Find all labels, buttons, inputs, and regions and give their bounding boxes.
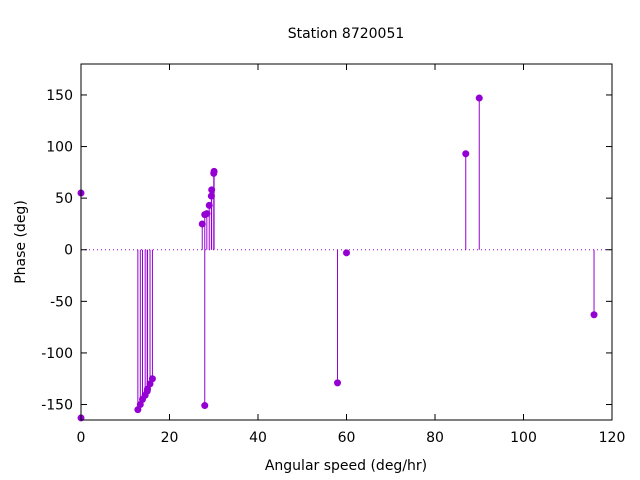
x-tick-label-6: 120 bbox=[599, 430, 626, 446]
x-tick-label-3: 60 bbox=[338, 430, 356, 446]
x-tick-label-1: 20 bbox=[161, 430, 179, 446]
y-axis-ticks: -150 -100 -50 0 50 100 150 bbox=[41, 88, 612, 414]
y-tick-label-4: 50 bbox=[55, 191, 73, 207]
y-tick-label-2: -50 bbox=[50, 294, 73, 310]
data-point-21 bbox=[462, 150, 470, 158]
chart-title: Station 8720051 bbox=[288, 26, 405, 42]
data-point-9 bbox=[148, 375, 156, 383]
data-point-16 bbox=[208, 186, 216, 194]
x-tick-label-0: 0 bbox=[77, 430, 86, 446]
data-point-19 bbox=[334, 379, 342, 387]
data-point-12 bbox=[201, 402, 209, 410]
x-tick-label-5: 100 bbox=[510, 430, 537, 446]
data-point-18 bbox=[210, 167, 218, 175]
data-point-14 bbox=[205, 201, 213, 209]
impulse-lines bbox=[80, 98, 595, 418]
y-axis-label: Phase (deg) bbox=[13, 200, 29, 284]
y-tick-label-5: 100 bbox=[46, 140, 73, 156]
x-tick-label-2: 40 bbox=[249, 430, 267, 446]
y-tick-label-3: 0 bbox=[64, 243, 73, 259]
data-point-13 bbox=[203, 210, 211, 218]
x-axis-ticks: 0 20 40 60 80 100 120 bbox=[77, 64, 626, 446]
x-axis-label: Angular speed (deg/hr) bbox=[265, 458, 427, 474]
y-tick-label-0: -150 bbox=[41, 398, 73, 414]
y-tick-label-1: -100 bbox=[41, 346, 73, 362]
data-point-10 bbox=[198, 220, 206, 228]
plot-border bbox=[80, 63, 613, 421]
data-point-20 bbox=[343, 249, 350, 257]
data-point-15 bbox=[207, 192, 215, 200]
x-tick-label-4: 80 bbox=[426, 430, 444, 446]
data-point-22 bbox=[475, 94, 483, 102]
data-point-23 bbox=[590, 311, 598, 319]
y-tick-label-6: 150 bbox=[46, 88, 73, 104]
